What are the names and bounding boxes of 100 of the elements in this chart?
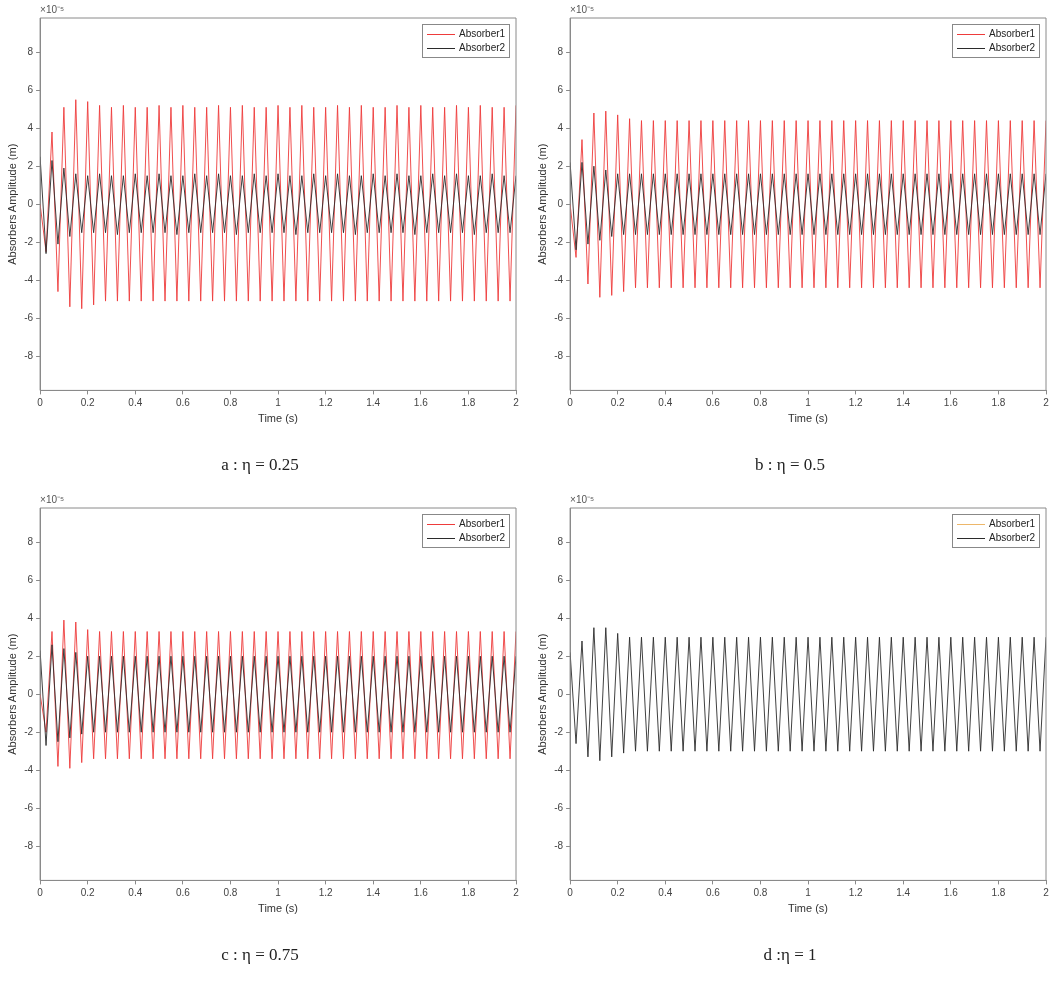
y-tick-label: 8 <box>27 45 34 57</box>
x-tick-label: 0.4 <box>128 397 143 409</box>
y-tick-label: 8 <box>557 45 564 57</box>
x-tick-label: 2 <box>513 397 520 409</box>
x-tick-label: 1 <box>275 887 282 899</box>
legend-label: Absorber1 <box>989 27 1036 41</box>
x-tick-label: 1.6 <box>413 397 429 409</box>
y-tick-label: 2 <box>27 649 34 661</box>
text: ×10⁻⁵ <box>570 3 595 15</box>
x-tick-label: 1.6 <box>943 397 959 409</box>
x-tick-label: 1.8 <box>461 397 476 409</box>
y-tick-label: -4 <box>24 273 34 285</box>
y-tick-label: 6 <box>557 573 564 585</box>
text: b : η = 0.5 <box>755 455 825 475</box>
y-axis-title: Absorbers Amplitude (m) <box>5 633 18 755</box>
y-tick-label: -6 <box>24 311 34 323</box>
text: ×10⁻⁵ <box>40 493 65 505</box>
x-tick-label: 1.4 <box>896 887 911 899</box>
y-tick-label: 2 <box>557 159 564 171</box>
x-tick-label: 0.6 <box>175 887 191 899</box>
y-tick-label: -2 <box>554 235 564 247</box>
y-tick-label: 0 <box>557 197 564 209</box>
y-tick-label: -4 <box>554 273 564 285</box>
x-tick-label: 0.4 <box>128 887 143 899</box>
y-tick-label: -8 <box>24 349 34 361</box>
y-tick-label: 8 <box>27 535 34 547</box>
y-tick-label: 0 <box>557 687 564 699</box>
x-tick-label: 0.4 <box>658 397 673 409</box>
legend-label: Absorber1 <box>989 517 1036 531</box>
text: a : η = 0.25 <box>221 455 299 475</box>
y-tick-label: -6 <box>554 801 564 813</box>
y-tick-label: 0 <box>27 687 34 699</box>
y-tick-label: 2 <box>27 159 34 171</box>
legend-label: Absorber2 <box>989 531 1036 545</box>
x-tick-label: 1.6 <box>413 887 429 899</box>
x-tick-label: 2 <box>1043 397 1050 409</box>
y-tick-label: -2 <box>24 235 34 247</box>
y-tick-label: 2 <box>557 649 564 661</box>
text: c : η = 0.75 <box>221 945 299 965</box>
y-tick-label: 4 <box>27 121 34 133</box>
text: ×10⁻⁵ <box>570 493 595 505</box>
y-tick-label: -8 <box>554 349 564 361</box>
y-tick-label: 4 <box>27 611 34 623</box>
y-tick-label: -6 <box>554 311 564 323</box>
y-tick-label: 6 <box>27 83 34 95</box>
x-axis-title: Time (s) <box>788 902 829 915</box>
text: ×10⁻⁵ <box>40 3 65 15</box>
x-tick-label: 1.2 <box>318 887 334 899</box>
x-tick-label: 1.8 <box>461 887 476 899</box>
x-axis-title: Time (s) <box>788 412 829 425</box>
x-tick-label: 0 <box>37 397 44 409</box>
y-tick-label: 4 <box>557 121 564 133</box>
x-tick-label: 0.6 <box>705 397 721 409</box>
y-tick-label: 6 <box>557 83 564 95</box>
y-tick-label: -2 <box>24 725 34 737</box>
y-axis-title: Absorbers Amplitude (m) <box>535 633 548 755</box>
y-tick-label: 0 <box>27 197 34 209</box>
x-tick-label: 1 <box>805 887 812 899</box>
legend-label: Absorber2 <box>989 41 1036 55</box>
x-tick-label: 0 <box>567 887 574 899</box>
x-tick-label: 0.8 <box>223 887 238 899</box>
y-tick-label: -4 <box>24 763 34 775</box>
x-tick-label: 1.4 <box>896 397 911 409</box>
y-tick-label: -8 <box>554 839 564 851</box>
x-tick-label: 1.8 <box>991 887 1006 899</box>
x-tick-label: 2 <box>513 887 520 899</box>
x-tick-label: 0 <box>567 397 574 409</box>
x-tick-label: 1.2 <box>318 397 334 409</box>
x-tick-label: 0.4 <box>658 887 673 899</box>
x-tick-label: 1.4 <box>366 887 381 899</box>
y-axis-title: Absorbers Amplitude (m) <box>535 143 548 265</box>
y-tick-label: 4 <box>557 611 564 623</box>
legend-label: Absorber2 <box>459 41 506 55</box>
x-tick-label: 0.6 <box>175 397 191 409</box>
x-tick-label: 1 <box>275 397 282 409</box>
text: d :η = 1 <box>763 945 817 965</box>
x-tick-label: 0.8 <box>753 887 768 899</box>
legend-label: Absorber2 <box>459 531 506 545</box>
x-axis-title: Time (s) <box>258 412 299 425</box>
x-tick-label: 2 <box>1043 887 1050 899</box>
x-tick-label: 1.8 <box>991 397 1006 409</box>
x-axis-title: Time (s) <box>258 902 299 915</box>
y-tick-label: 6 <box>27 573 34 585</box>
x-tick-label: 1.6 <box>943 887 959 899</box>
x-tick-label: 1.4 <box>366 397 381 409</box>
y-axis-title: Absorbers Amplitude (m) <box>5 143 18 265</box>
x-tick-label: 0.8 <box>753 397 768 409</box>
x-tick-label: 0.2 <box>80 887 96 899</box>
y-tick-label: -4 <box>554 763 564 775</box>
x-tick-label: 0.2 <box>610 397 626 409</box>
y-tick-label: 8 <box>557 535 564 547</box>
legend-label: Absorber1 <box>459 517 506 531</box>
y-tick-label: -6 <box>24 801 34 813</box>
x-tick-label: 1.2 <box>848 887 864 899</box>
y-tick-label: -2 <box>554 725 564 737</box>
x-tick-label: 0.8 <box>223 397 238 409</box>
x-tick-label: 0 <box>37 887 44 899</box>
x-tick-label: 0.2 <box>610 887 626 899</box>
x-tick-label: 0.2 <box>80 397 96 409</box>
legend-label: Absorber1 <box>459 27 506 41</box>
